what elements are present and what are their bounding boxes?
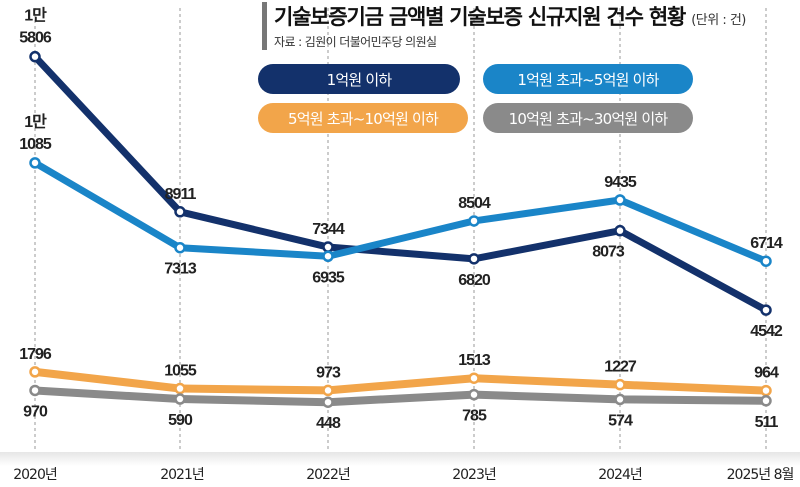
legend-item-series-1: 1억원 이하 [258, 64, 460, 94]
data-point [29, 384, 41, 397]
data-label: 8911 [165, 186, 197, 203]
data-label: 6935 [312, 269, 345, 286]
data-label: 7313 [164, 261, 197, 278]
data-label: 1796 [19, 346, 52, 363]
data-point [760, 255, 772, 267]
data-label: 1만 1085 [19, 113, 52, 153]
series-line-3 [34, 367, 767, 395]
data-label: 511 [755, 414, 779, 431]
data-point [468, 372, 480, 384]
data-point [174, 393, 186, 405]
data-label: 574 [608, 412, 633, 429]
data-point [760, 384, 772, 397]
data-label: 8073 [592, 244, 625, 261]
data-label: 8504 [458, 195, 491, 212]
data-label: 964 [754, 365, 779, 382]
data-point [760, 304, 772, 316]
chart-title-text: 기술보증기금 금액별 기술보증 신규지원 건수 현황 [274, 5, 686, 29]
unit-label: (단위 : 건) [691, 13, 746, 28]
data-point [468, 388, 480, 401]
data-label: 6714 [750, 235, 783, 252]
data-point [174, 382, 186, 395]
data-label: 1513 [458, 352, 491, 369]
series-line-4 [34, 386, 767, 407]
x-tick-label: 2020년 [13, 467, 58, 483]
data-label: 1055 [164, 363, 197, 380]
data-label: 1227 [604, 359, 637, 376]
data-point [760, 395, 772, 407]
data-label: 973 [316, 364, 341, 381]
data-point [614, 194, 626, 206]
legend-item-series-3: 5억원 초과~10억원 이하 [258, 103, 468, 133]
x-tick-label: 2021년 [160, 467, 205, 483]
x-tick-label: 2023년 [452, 467, 497, 483]
data-point [322, 250, 334, 262]
x-tick-label: 2022년 [306, 467, 351, 483]
data-point [468, 215, 480, 227]
data-point [29, 366, 41, 378]
data-label: 7344 [312, 221, 345, 238]
data-point [29, 50, 41, 63]
data-point [468, 253, 480, 265]
data-label: 6820 [458, 272, 491, 289]
data-label: 590 [168, 412, 193, 429]
data-point [174, 241, 186, 254]
data-point [614, 393, 626, 406]
data-label: 785 [462, 408, 487, 425]
data-point [322, 396, 334, 408]
x-axis-band [0, 452, 800, 487]
series-line-1 [32, 54, 768, 314]
data-label: 9435 [604, 174, 637, 191]
data-point [29, 157, 41, 169]
chart-title: 기술보증기금 금액별 기술보증 신규지원 건수 현황 (단위 : 건) [274, 1, 746, 31]
data-point [322, 241, 334, 253]
data-label: 4542 [750, 323, 783, 340]
source-note: 자료 : 김원이 더불어민주당 의원실 [274, 35, 437, 49]
data-point [614, 378, 626, 391]
data-point [322, 384, 334, 397]
data-point [614, 224, 626, 237]
data-label: 970 [23, 403, 48, 420]
data-label: 448 [316, 415, 341, 432]
title-accent-bar [262, 2, 267, 50]
legend-item-series-2: 1억원 초과~5억원 이하 [483, 64, 693, 94]
x-tick-label: 2024년 [598, 467, 643, 483]
series-line-2 [33, 159, 768, 265]
x-tick-label: 2025년 8월 [726, 467, 795, 483]
data-label: 1만 5806 [19, 7, 52, 47]
legend-item-series-4: 10억원 초과~30억원 이하 [483, 103, 693, 133]
data-point [174, 206, 186, 218]
